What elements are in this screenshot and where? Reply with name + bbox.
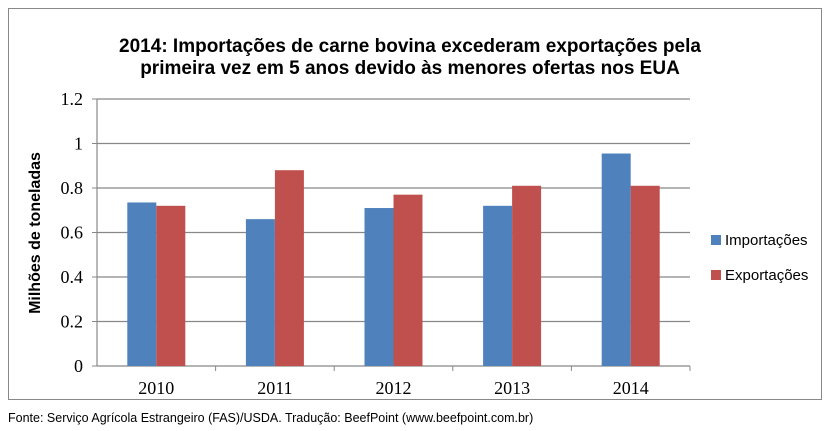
legend-swatch	[711, 270, 721, 280]
y-axis-label: Milhões de toneladas	[27, 152, 44, 314]
legend-swatch	[711, 235, 721, 245]
title-line-1: 2014: Importações de carne bovina excede…	[119, 36, 701, 57]
y-tick-label: 0	[74, 356, 83, 376]
y-tick-label: 1.2	[61, 89, 84, 109]
x-tick-label: 2014	[613, 378, 649, 398]
bar-importações-2012	[364, 208, 394, 366]
x-tick-label: 2011	[257, 378, 292, 398]
bar-importações-2013	[483, 205, 513, 366]
y-tick-label: 0.6	[61, 223, 84, 243]
x-tick-label: 2012	[376, 378, 412, 398]
bar-importações-2010	[127, 202, 157, 366]
bar-exportações-2014	[630, 185, 660, 366]
chart-title: 2014: Importações de carne bovina excede…	[40, 36, 780, 80]
legend-label: Importações	[725, 232, 808, 249]
bar-exportações-2011	[274, 170, 304, 366]
bar-exportações-2013	[512, 185, 542, 366]
bar-importações-2011	[245, 219, 275, 366]
source-note: Fonte: Serviço Agrícola Estrangeiro (FAS…	[8, 411, 534, 425]
bar-exportações-2010	[156, 205, 186, 366]
y-tick-label: 0.2	[61, 312, 84, 332]
x-tick-label: 2013	[494, 378, 530, 398]
y-tick-label: 0.8	[61, 178, 84, 198]
y-tick-label: 1	[74, 134, 83, 154]
y-tick-label: 0.4	[61, 267, 84, 287]
bar-importações-2014	[601, 153, 631, 366]
legend-label: Exportações	[725, 267, 808, 284]
x-tick-label: 2010	[138, 378, 174, 398]
bar-exportações-2012	[393, 194, 423, 366]
chart-frame	[8, 8, 822, 400]
title-line-2: primeira vez em 5 anos devido às menores…	[140, 58, 680, 79]
